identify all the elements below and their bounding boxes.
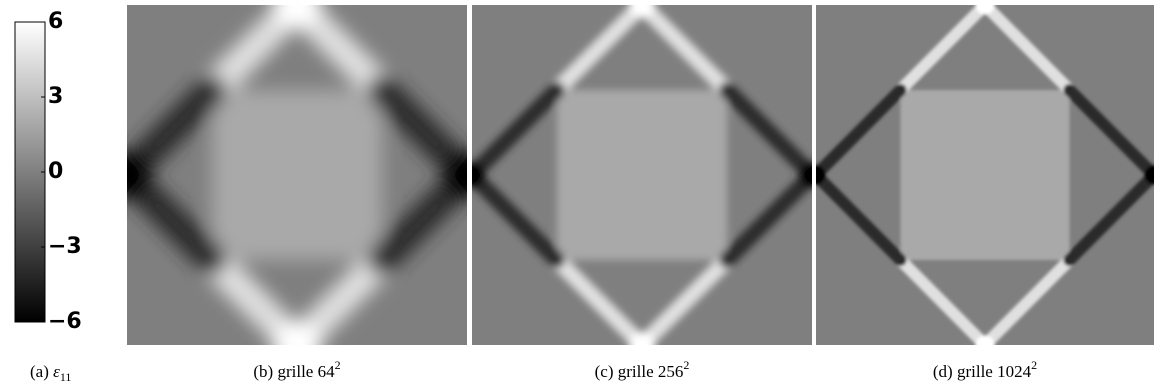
caption-label: (b) [253,362,273,381]
tip [816,165,826,185]
caption-superscript: 2 [1031,358,1037,372]
caption-text: grille 1024 [957,362,1032,381]
caption-text: grille 256 [618,362,684,381]
band [1063,169,1154,266]
band [472,82,565,183]
tip [629,5,655,18]
captions: (a) ε11 (b) grille 642 (c) grille 2562 (d) … [30,358,1037,384]
tip [443,151,467,199]
caption-symbol: ε [53,362,60,381]
caption-label: (c) [595,362,614,381]
tick-label: 0 [48,159,63,184]
tip [273,321,321,345]
band [719,167,812,268]
tip [127,151,151,199]
band [894,254,991,345]
tip [1144,165,1154,185]
band [979,5,1076,96]
tick-label: 3 [48,84,63,109]
field-image [472,5,812,345]
band [1063,84,1154,181]
field-image [127,5,467,345]
band [549,252,650,345]
band [719,82,812,183]
tip [975,5,995,15]
center-square [212,90,382,260]
caption: (a) ε11 [30,362,71,384]
band [634,252,735,345]
caption: (b) grille 642 [253,358,340,381]
caption-text: grille 64 [277,362,335,381]
caption-superscript: 2 [335,358,341,372]
tip [472,162,485,188]
tip [273,5,321,29]
tick-label: −3 [48,234,82,259]
band [634,5,735,98]
panels [127,5,1154,345]
strain-pattern [816,5,1154,345]
band [979,254,1076,345]
caption-label: (a) [30,362,49,381]
band [894,5,991,96]
center-square [900,90,1070,260]
caption: (d) grille 10242 [933,358,1037,381]
colorbar [14,21,46,323]
band [816,169,907,266]
strain-pattern [472,5,812,345]
tip [799,162,812,188]
caption-superscript: 2 [683,358,689,372]
band [472,167,565,268]
tick-label: −6 [48,309,82,334]
tip [629,332,655,345]
tip [975,335,995,345]
caption: (c) grille 2562 [595,358,690,381]
band [549,5,650,98]
tick-label: 6 [48,9,63,34]
strain-pattern [127,5,467,345]
caption-label: (d) [933,362,953,381]
center-square [557,90,727,260]
field-image [816,5,1154,345]
caption-subscript: 11 [60,370,72,384]
band [816,84,907,181]
